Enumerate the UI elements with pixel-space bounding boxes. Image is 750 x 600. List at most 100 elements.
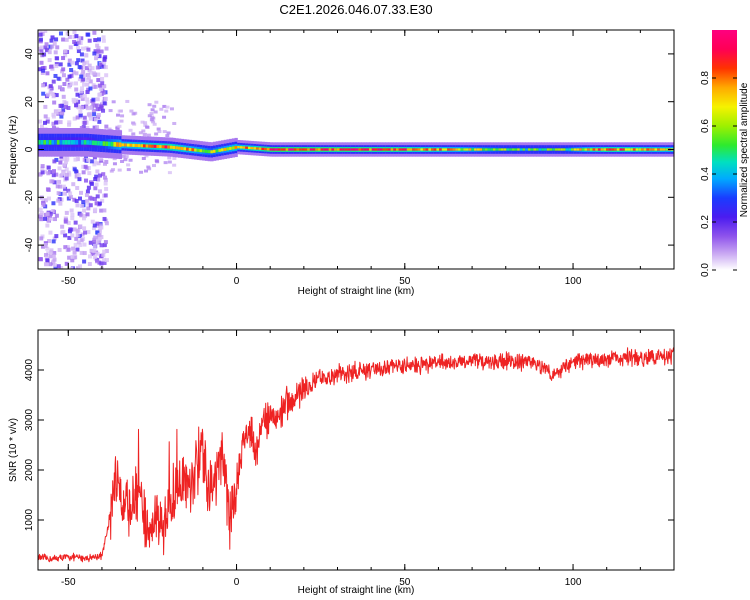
heatmap-cell (120, 159, 125, 163)
heatmap-cell (95, 221, 100, 226)
heatmap-cell (97, 54, 102, 59)
heatmap-cell (96, 113, 101, 118)
heatmap-cell (576, 148, 580, 151)
heatmap-cell (99, 208, 104, 213)
heatmap-cell (97, 189, 102, 194)
heatmap-cell (501, 148, 505, 151)
heatmap-cell (95, 230, 100, 235)
heatmap-cell (468, 148, 473, 151)
heatmap-cell (138, 131, 143, 135)
heatmap-cell (293, 148, 298, 151)
heatmap-cell (431, 148, 435, 151)
heatmap-cell (57, 184, 62, 189)
heatmap-cell (565, 148, 569, 151)
heatmap-cell (41, 91, 46, 96)
heatmap-cell (439, 148, 443, 151)
heatmap-cell (234, 145, 238, 149)
heatmap-cell (78, 224, 83, 229)
heatmap-cell (64, 210, 69, 215)
heatmap-cell (72, 116, 77, 121)
heatmap-cell (80, 232, 85, 237)
heatmap-cell (611, 148, 615, 151)
heatmap-cell (606, 148, 610, 151)
heatmap-cell (85, 90, 90, 95)
heatmap-cell (600, 148, 604, 151)
heatmap-cell (509, 148, 513, 151)
heatmap-cell (74, 87, 79, 92)
colorbar-gradient (712, 30, 737, 270)
heatmap-cell (117, 109, 122, 113)
heatmap-cell (75, 157, 80, 162)
heatmap-cell (64, 104, 69, 109)
heatmap-cell (79, 74, 84, 79)
heatmap-cell (68, 191, 73, 196)
heatmap-cell (50, 35, 55, 40)
heatmap-cell (635, 148, 639, 151)
heatmap-cell (79, 250, 84, 255)
snr-x-ticks: -50 0 50 100 (61, 330, 675, 588)
heatmap-cell (74, 199, 79, 204)
heatmap-cell (51, 114, 56, 119)
heatmap-cell (396, 148, 400, 151)
heatmap-cell (161, 145, 166, 149)
heatmap-cell (64, 167, 69, 172)
heatmap-cell (108, 109, 113, 113)
heatmap-cell (522, 148, 526, 151)
heatmap-cell (533, 148, 537, 151)
heatmap-cell (91, 108, 96, 113)
heatmap-cell (52, 257, 57, 262)
heatmap-cell (42, 120, 47, 125)
heatmap-cell (85, 97, 90, 102)
heatmap-cell (70, 140, 74, 145)
heatmap-cell (651, 148, 656, 151)
heatmap-cell (54, 110, 59, 115)
heatmap-cell (665, 148, 669, 151)
heatmap-cell (581, 148, 586, 151)
heatmap-cell (482, 148, 486, 151)
heatmap-cell (102, 257, 107, 262)
spectrogram-heatmap (38, 30, 674, 269)
heatmap-cell (63, 245, 68, 250)
heatmap-cell (247, 146, 252, 150)
heatmap-cell (404, 148, 408, 151)
heatmap-cell (94, 53, 99, 58)
heatmap-cell (132, 122, 137, 126)
heatmap-cell (484, 148, 489, 151)
heatmap-cell (105, 141, 109, 147)
heatmap-cell (85, 73, 90, 78)
heatmap-cell (398, 148, 403, 151)
heatmap-cell (166, 131, 171, 135)
heatmap-cell (59, 114, 64, 119)
heatmap-cell (86, 206, 91, 211)
heatmap-cell (103, 240, 108, 245)
heatmap-cell (81, 77, 86, 82)
heatmap-cell (175, 146, 179, 150)
spectrogram-y-tick-label: -20 (24, 190, 35, 205)
heatmap-cell (134, 143, 139, 148)
spectrogram-y-label: Frequency (Hz) (8, 116, 19, 185)
heatmap-cell (69, 227, 74, 232)
heatmap-cell (85, 82, 90, 87)
heatmap-cell (66, 188, 71, 193)
heatmap-cell (261, 147, 265, 151)
heatmap-cell (97, 228, 102, 233)
heatmap-cell (96, 46, 101, 51)
heatmap-cell (156, 144, 160, 149)
heatmap-cell (53, 50, 58, 55)
heatmap-cell (96, 115, 101, 120)
heatmap-cell (89, 140, 93, 145)
heatmap-cell (115, 126, 120, 130)
heatmap-cell (91, 97, 96, 102)
heatmap-cell (50, 179, 55, 184)
heatmap-cell (71, 182, 76, 187)
heatmap-cell (70, 258, 75, 263)
heatmap-cell (141, 129, 146, 133)
heatmap-cell (237, 146, 241, 149)
heatmap-cell (68, 194, 73, 199)
heatmap-cell (223, 147, 228, 151)
heatmap-cell (452, 148, 456, 151)
heatmap-cell (52, 100, 57, 105)
colorbar-tick-label: 0.4 (700, 167, 711, 181)
heatmap-cell (61, 191, 66, 196)
heatmap-cell (58, 62, 63, 67)
